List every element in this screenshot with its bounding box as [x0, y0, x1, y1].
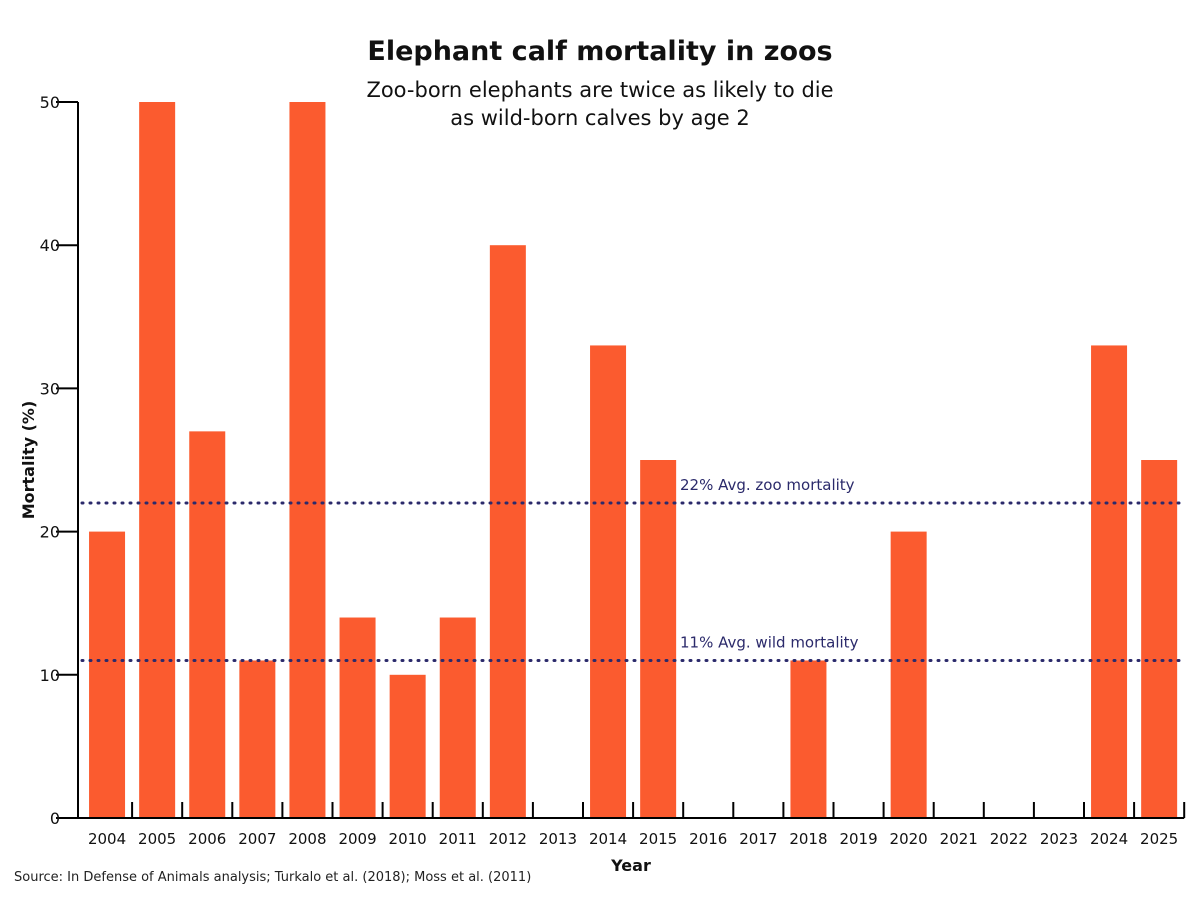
x-tick-label-2007: 2007: [238, 830, 276, 848]
bar-2011: [439, 617, 476, 818]
bar-2008: [289, 102, 326, 818]
bar-2015: [640, 460, 677, 818]
y-tick-label-40: 40: [40, 236, 60, 255]
y-tick-label-50: 50: [40, 93, 60, 112]
x-tick-label-2009: 2009: [338, 830, 376, 848]
x-tick-label-2025: 2025: [1140, 830, 1178, 848]
x-tick-label-2024: 2024: [1090, 830, 1128, 848]
chart-title: Elephant calf mortality in zoos: [367, 36, 833, 67]
x-tick-label-2016: 2016: [689, 830, 727, 848]
bar-2020: [890, 531, 927, 818]
x-tick-label-2021: 2021: [940, 830, 978, 848]
reference-label-2: 11% Avg. wild mortality: [680, 633, 859, 651]
x-tick-label-2015: 2015: [639, 830, 677, 848]
bar-2005: [139, 102, 176, 818]
chart-subtitle: Zoo-born elephants are twice as likely t…: [0, 76, 1200, 132]
bar-2006: [189, 431, 226, 818]
x-tick-label-2023: 2023: [1040, 830, 1078, 848]
x-tick-label-2013: 2013: [539, 830, 577, 848]
y-tick-label-0: 0: [50, 809, 60, 828]
bar-2012: [489, 245, 526, 818]
x-tick-label-2010: 2010: [389, 830, 427, 848]
x-tick-label-2017: 2017: [739, 830, 777, 848]
x-tick-label-2014: 2014: [589, 830, 627, 848]
bar-2024: [1091, 345, 1128, 818]
x-tick-label-2012: 2012: [489, 830, 527, 848]
bar-2009: [339, 617, 376, 818]
x-tick-label-2008: 2008: [288, 830, 326, 848]
x-tick-label-2019: 2019: [839, 830, 877, 848]
reference-label-1: 22% Avg. zoo mortality: [680, 476, 855, 494]
x-tick-label-2020: 2020: [890, 830, 928, 848]
x-tick-label-2004: 2004: [88, 830, 126, 848]
bar-2007: [239, 660, 276, 818]
x-tick-label-2018: 2018: [789, 830, 827, 848]
x-axis-title: Year: [610, 856, 651, 875]
x-tick-label-2011: 2011: [439, 830, 477, 848]
y-axis-title: Mortality (%): [19, 401, 38, 520]
bar-2004: [89, 531, 126, 818]
bar-2014: [590, 345, 627, 818]
subtitle-line-1: Zoo-born elephants are twice as likely t…: [366, 78, 834, 102]
x-tick-label-2006: 2006: [188, 830, 226, 848]
bar-2018: [790, 660, 827, 818]
y-tick-label-30: 30: [40, 379, 60, 398]
y-tick-label-20: 20: [40, 523, 60, 542]
x-tick-label-2005: 2005: [138, 830, 176, 848]
bar-2025: [1141, 460, 1178, 818]
x-tick-label-2022: 2022: [990, 830, 1028, 848]
y-tick-label-10: 10: [40, 666, 60, 685]
bar-2010: [389, 674, 426, 818]
source-note: Source: In Defense of Animals analysis; …: [14, 870, 532, 885]
subtitle-line-2: as wild-born calves by age 2: [450, 106, 750, 130]
